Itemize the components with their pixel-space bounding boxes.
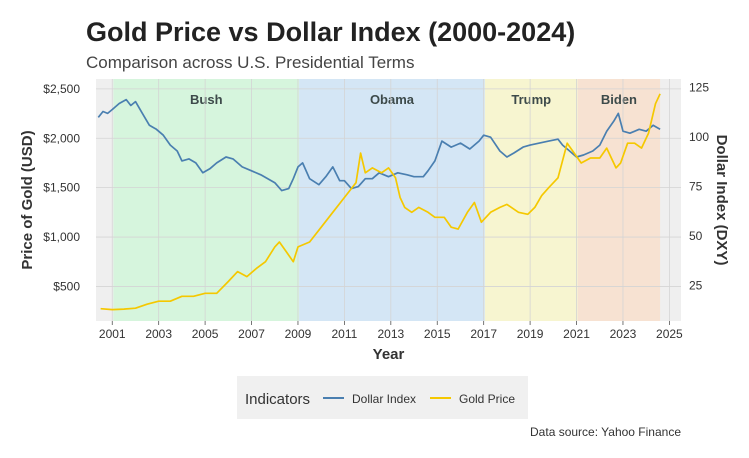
series-lines [97, 93, 661, 311]
legend-background [237, 376, 528, 419]
x-tick-label: 2013 [377, 327, 404, 341]
axis-ticks: 2001 2003 2005 2007 2009 2011 2013 2015 2017 2019… [43, 81, 709, 341]
term-label-biden: Biden [601, 92, 637, 107]
y-right-tick-label: 125 [689, 81, 709, 95]
y-right-tick-label: 25 [689, 279, 703, 293]
y-right-tick-label: 50 [689, 229, 703, 243]
x-tick-label: 2003 [145, 327, 172, 341]
legend-title: Indicators [245, 391, 310, 408]
legend-label-gold-price: Gold Price [459, 392, 515, 406]
data-source-caption: Data source: Yahoo Finance [530, 425, 681, 439]
left-axis-title: Price of Gold (USD) [19, 130, 36, 269]
term-band-bush [113, 79, 300, 321]
y-right-tick-label: 100 [689, 130, 709, 144]
x-tick-label: 2025 [656, 327, 683, 341]
y-left-tick-label: $1,000 [43, 230, 80, 244]
y-right-tick-label: 75 [689, 180, 703, 194]
x-tick-label: 2001 [99, 327, 126, 341]
x-tick-label: 2009 [285, 327, 312, 341]
x-tick-label: 2023 [610, 327, 637, 341]
gridlines [96, 79, 681, 321]
x-tick-label: 2005 [192, 327, 219, 341]
series-line-dollar-index [97, 98, 661, 192]
term-label-obama: Obama [370, 92, 415, 107]
chart-subtitle: Comparison across U.S. Presidential Term… [86, 53, 414, 72]
y-left-tick-label: $2,000 [43, 131, 80, 145]
y-left-tick-label: $1,500 [43, 181, 80, 195]
x-tick-label: 2019 [517, 327, 544, 341]
term-band-biden [577, 79, 661, 321]
right-axis-title: Dollar Index (DXY) [713, 135, 730, 266]
term-band-trump [484, 79, 578, 321]
y-left-tick-label: $2,500 [43, 82, 80, 96]
x-tick-label: 2021 [563, 327, 590, 341]
chart-title: Gold Price vs Dollar Index (2000-2024) [86, 17, 575, 47]
term-label-trump: Trump [511, 92, 551, 107]
legend: Indicators Dollar Index Gold Price [237, 376, 528, 419]
series-line-gold-price [100, 93, 661, 311]
x-tick-label: 2007 [238, 327, 265, 341]
x-tick-label: 2017 [470, 327, 497, 341]
x-axis-title: Year [373, 346, 405, 363]
legend-label-dollar-index: Dollar Index [352, 392, 416, 406]
term-label-bush: Bush [190, 92, 223, 107]
x-tick-label: 2015 [424, 327, 451, 341]
x-tick-label: 2011 [331, 327, 357, 341]
term-band-obama [299, 79, 485, 321]
presidential-terms: Bush Obama Trump Biden [113, 79, 661, 321]
y-left-tick-label: $500 [53, 279, 80, 293]
